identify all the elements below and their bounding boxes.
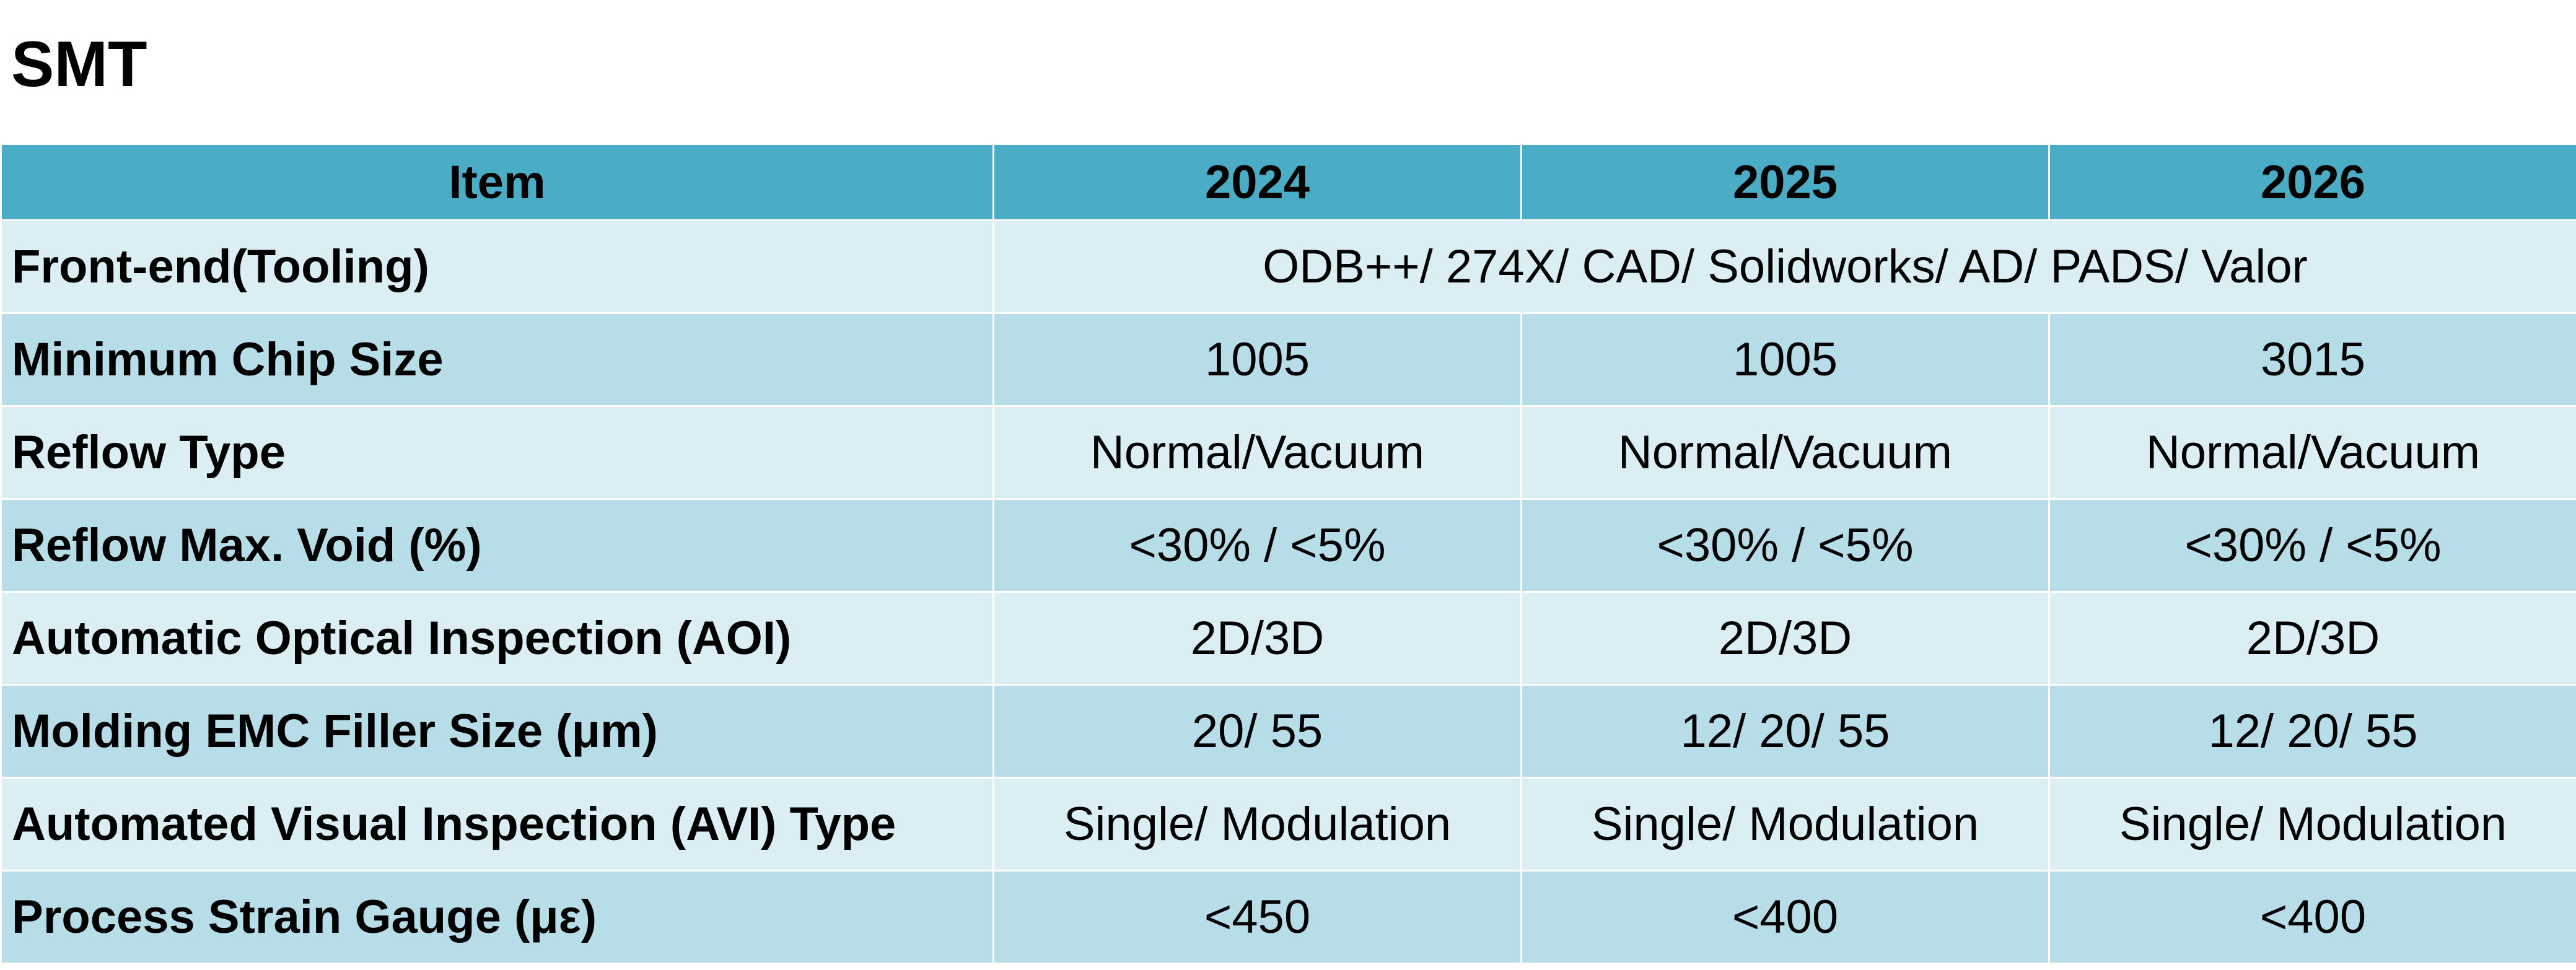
row-label: Reflow Type	[0, 405, 994, 500]
cell-2024: <450	[992, 870, 1522, 964]
header-2026: 2026	[2048, 143, 2576, 221]
row-label: Automatic Optical Inspection (AOI)	[0, 591, 994, 686]
table-row: Molding EMC Filler Size (μm) 20/ 55 12/ …	[0, 684, 2576, 779]
cell-2026: 2D/3D	[2048, 591, 2576, 686]
table-row: Reflow Max. Void (%) <30% / <5% <30% / <…	[0, 498, 2576, 593]
cell-2026: 12/ 20/ 55	[2048, 684, 2576, 779]
header-item: Item	[0, 143, 994, 221]
table-row: Automated Visual Inspection (AVI) Type S…	[0, 777, 2576, 872]
row-label: Automated Visual Inspection (AVI) Type	[0, 777, 994, 872]
table-row: Process Strain Gauge (με) <450 <400 <400	[0, 870, 2576, 964]
cell-2024: <30% / <5%	[992, 498, 1522, 593]
cell-2024: Normal/Vacuum	[992, 405, 1522, 500]
cell-2025: Normal/Vacuum	[1520, 405, 2050, 500]
row-label: Molding EMC Filler Size (μm)	[0, 684, 994, 779]
cell-2024: 1005	[992, 312, 1522, 407]
header-2025: 2025	[1520, 143, 2050, 221]
row-value-span: ODB++/ 274X/ CAD/ Solidworks/ AD/ PADS/ …	[992, 219, 2576, 314]
cell-2024: Single/ Modulation	[992, 777, 1522, 872]
cell-2026: Normal/Vacuum	[2048, 405, 2576, 500]
table-row: Front-end(Tooling) ODB++/ 274X/ CAD/ Sol…	[0, 219, 2576, 314]
cell-2026: <30% / <5%	[2048, 498, 2576, 593]
row-label: Front-end(Tooling)	[0, 219, 994, 314]
table-header-row: Item 2024 2025 2026	[0, 143, 2576, 221]
table-row: Automatic Optical Inspection (AOI) 2D/3D…	[0, 591, 2576, 686]
cell-2024: 20/ 55	[992, 684, 1522, 779]
table-row: Minimum Chip Size 1005 1005 3015	[0, 312, 2576, 407]
cell-2026: 3015	[2048, 312, 2576, 407]
cell-2025: 1005	[1520, 312, 2050, 407]
smt-spec-table: Item 2024 2025 2026 Front-end(Tooling) O…	[0, 143, 2576, 964]
cell-2025: <30% / <5%	[1520, 498, 2050, 593]
cell-2026: <400	[2048, 870, 2576, 964]
row-label: Minimum Chip Size	[0, 312, 994, 407]
cell-2025: Single/ Modulation	[1520, 777, 2050, 872]
row-label: Process Strain Gauge (με)	[0, 870, 994, 964]
page-title: SMT	[11, 28, 147, 100]
cell-2025: 2D/3D	[1520, 591, 2050, 686]
row-label: Reflow Max. Void (%)	[0, 498, 994, 593]
cell-2025: 12/ 20/ 55	[1520, 684, 2050, 779]
table-row: Reflow Type Normal/Vacuum Normal/Vacuum …	[0, 405, 2576, 500]
cell-2024: 2D/3D	[992, 591, 1522, 686]
cell-2026: Single/ Modulation	[2048, 777, 2576, 872]
cell-2025: <400	[1520, 870, 2050, 964]
header-2024: 2024	[992, 143, 1522, 221]
